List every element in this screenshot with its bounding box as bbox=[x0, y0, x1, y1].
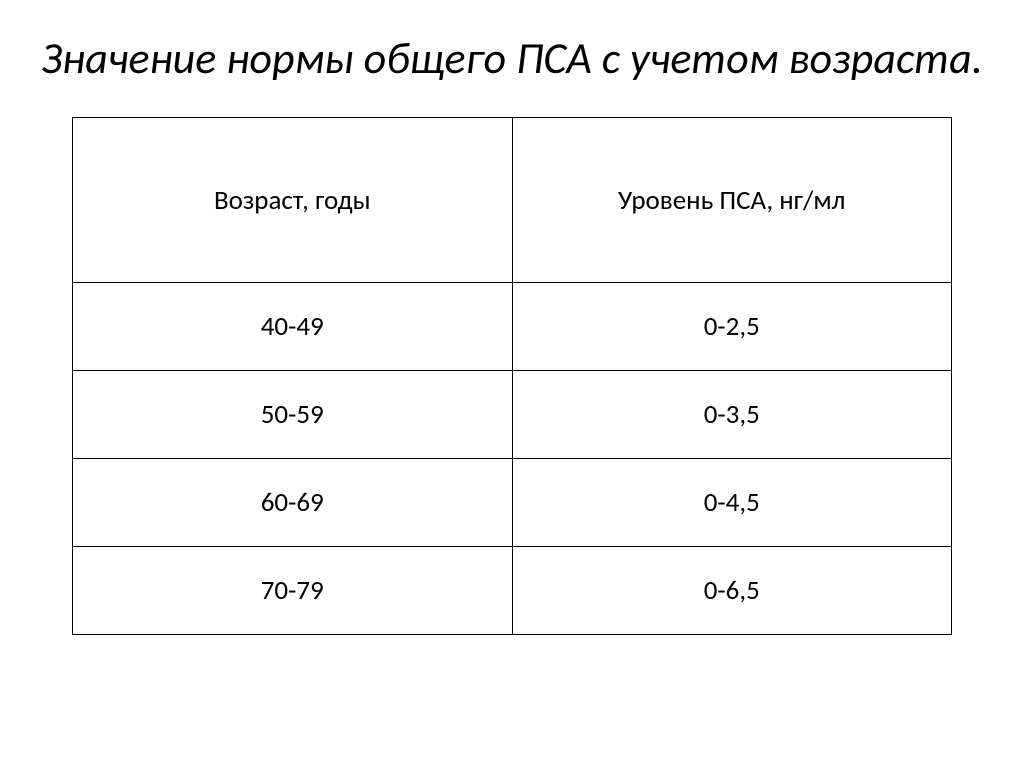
cell-psa: 0-2,5 bbox=[512, 283, 952, 371]
psa-norms-table: Возраст, годы Уровень ПСА, нг/мл 40-49 0… bbox=[72, 117, 952, 635]
cell-psa: 0-3,5 bbox=[512, 371, 952, 459]
table-header-row: Возраст, годы Уровень ПСА, нг/мл bbox=[73, 118, 952, 283]
column-header-age: Возраст, годы bbox=[73, 118, 513, 283]
cell-age: 40-49 bbox=[73, 283, 513, 371]
table-row: 60-69 0-4,5 bbox=[73, 459, 952, 547]
cell-age: 70-79 bbox=[73, 547, 513, 635]
column-header-psa: Уровень ПСА, нг/мл bbox=[512, 118, 952, 283]
table-row: 40-49 0-2,5 bbox=[73, 283, 952, 371]
page-title: Значение нормы общего ПСА с учетом возра… bbox=[41, 30, 983, 87]
table-row: 70-79 0-6,5 bbox=[73, 547, 952, 635]
cell-age: 50-59 bbox=[73, 371, 513, 459]
cell-age: 60-69 bbox=[73, 459, 513, 547]
table-row: 50-59 0-3,5 bbox=[73, 371, 952, 459]
cell-psa: 0-6,5 bbox=[512, 547, 952, 635]
cell-psa: 0-4,5 bbox=[512, 459, 952, 547]
